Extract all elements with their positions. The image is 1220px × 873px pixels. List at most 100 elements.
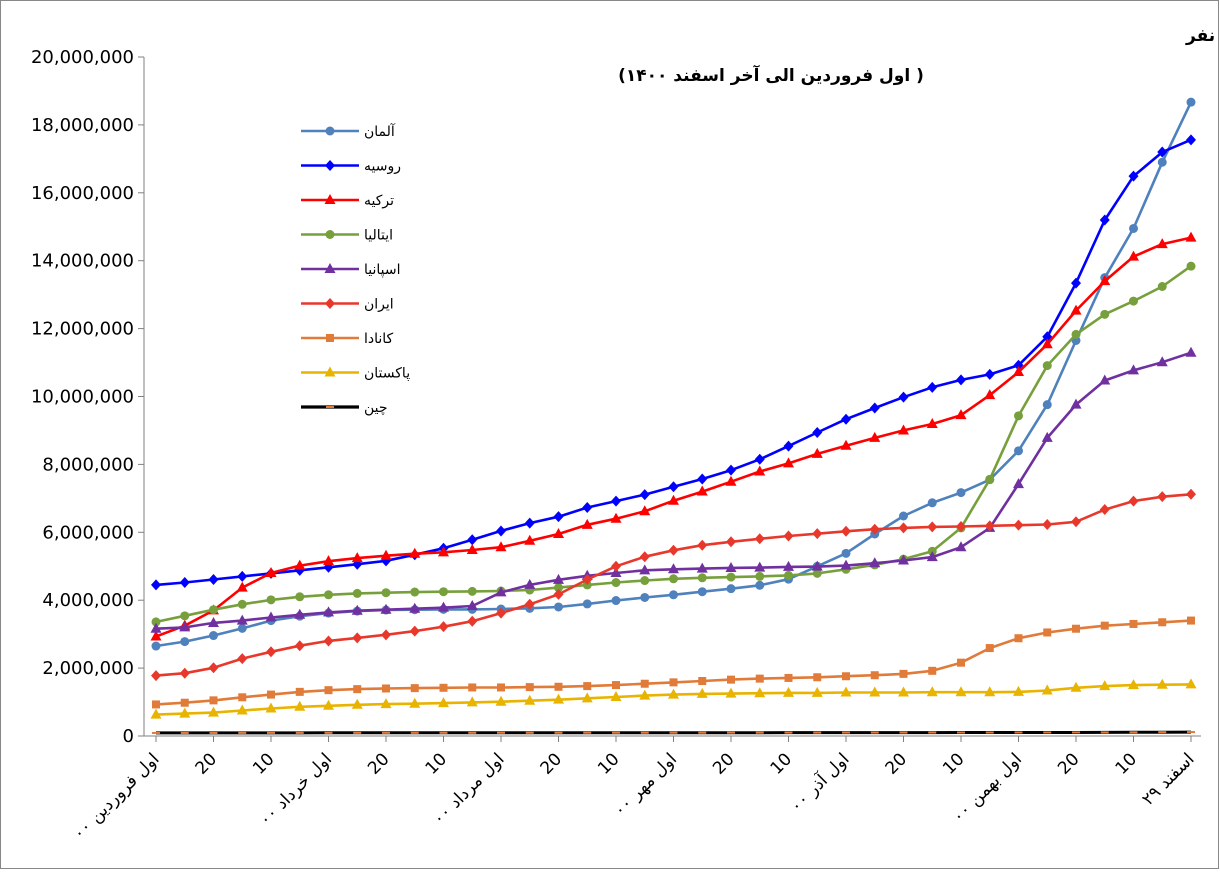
data-point (468, 731, 477, 734)
y-tick-label: 4,000,000 (42, 590, 134, 611)
data-point (726, 584, 736, 594)
data-point (583, 682, 592, 691)
data-point (409, 602, 421, 613)
data-point (870, 671, 879, 680)
data-point (439, 731, 448, 734)
data-point (323, 555, 334, 566)
data-point (237, 653, 248, 665)
data-point (497, 731, 505, 734)
data-point (496, 607, 506, 619)
data-point (955, 409, 967, 420)
data-point (755, 731, 764, 734)
data-point (410, 684, 419, 693)
data-point (754, 561, 766, 572)
data-point (581, 518, 593, 529)
data-point (325, 160, 335, 171)
data-point (1070, 681, 1082, 692)
data-point (381, 588, 391, 598)
data-point (209, 631, 218, 641)
legend: آلمان روسیه ترکیه ایتالیا اسپانیا ایران کانادا… (301, 123, 410, 416)
data-point (812, 528, 823, 540)
data-point (439, 587, 448, 597)
data-point (1185, 231, 1197, 242)
data-point (783, 530, 794, 542)
data-point (1128, 364, 1139, 375)
data-point (1186, 488, 1196, 500)
data-point (612, 681, 620, 690)
data-point (295, 731, 304, 734)
data-point (324, 731, 333, 734)
data-point (1187, 616, 1195, 625)
y-tick-label: 2,000,000 (42, 658, 134, 679)
data-point (265, 611, 277, 622)
data-point (1185, 678, 1197, 689)
data-point (957, 658, 965, 667)
data-point (610, 690, 622, 701)
data-point (727, 731, 735, 734)
data-point (985, 731, 994, 734)
data-point (927, 521, 938, 533)
data-point (152, 700, 160, 709)
data-point (727, 675, 735, 684)
data-point (611, 578, 621, 588)
data-point (639, 564, 651, 575)
data-point (640, 679, 649, 688)
data-point (295, 687, 304, 696)
data-point (352, 588, 362, 598)
data-point (725, 687, 737, 698)
data-point (467, 534, 478, 546)
data-point (611, 495, 621, 507)
data-point (984, 368, 995, 380)
legend-label: چین (364, 400, 388, 416)
data-point (208, 616, 219, 627)
data-point (324, 263, 336, 273)
data-point (984, 389, 996, 400)
data-point (898, 424, 909, 435)
data-point (294, 700, 306, 711)
data-point (697, 573, 707, 583)
data-point (812, 426, 823, 438)
legend-item: آلمان (301, 123, 396, 140)
x-tick-label: اول فروردین ۰۰ (69, 749, 163, 843)
data-point (697, 587, 707, 597)
data-point (754, 453, 765, 465)
data-point (1185, 346, 1197, 357)
data-point (842, 672, 850, 681)
chart-title: نمودار ۱: مقایسه روند رشد ویروس در کشوره… (1185, 26, 1219, 46)
data-point (1156, 356, 1168, 367)
data-point (784, 673, 793, 682)
data-point (466, 543, 478, 554)
data-point (1042, 361, 1052, 371)
data-point (611, 596, 621, 606)
data-point (1128, 250, 1139, 261)
data-point (295, 592, 305, 602)
data-point (869, 557, 881, 568)
data-point (410, 731, 419, 734)
data-point (553, 527, 564, 538)
series-layer (150, 97, 1197, 735)
series-6 (151, 488, 1196, 682)
data-point (553, 573, 564, 584)
data-point (1042, 518, 1053, 530)
data-point (783, 440, 794, 452)
data-point (1041, 338, 1053, 349)
data-point (554, 731, 563, 734)
data-point (697, 473, 708, 485)
data-point (898, 686, 909, 697)
data-point (668, 688, 679, 699)
data-point (956, 374, 966, 386)
data-point (783, 560, 794, 571)
data-point (323, 699, 334, 710)
data-point (726, 572, 736, 582)
data-point (466, 599, 478, 610)
data-point (784, 570, 793, 580)
data-point (1014, 731, 1023, 734)
series-9 (152, 730, 1195, 735)
data-point (726, 464, 736, 476)
x-tick-label: اول مهر ۰۰ (610, 749, 681, 820)
data-point (352, 632, 363, 644)
data-point (438, 601, 449, 612)
legend-item: ایران (301, 297, 394, 313)
data-point (525, 683, 534, 692)
